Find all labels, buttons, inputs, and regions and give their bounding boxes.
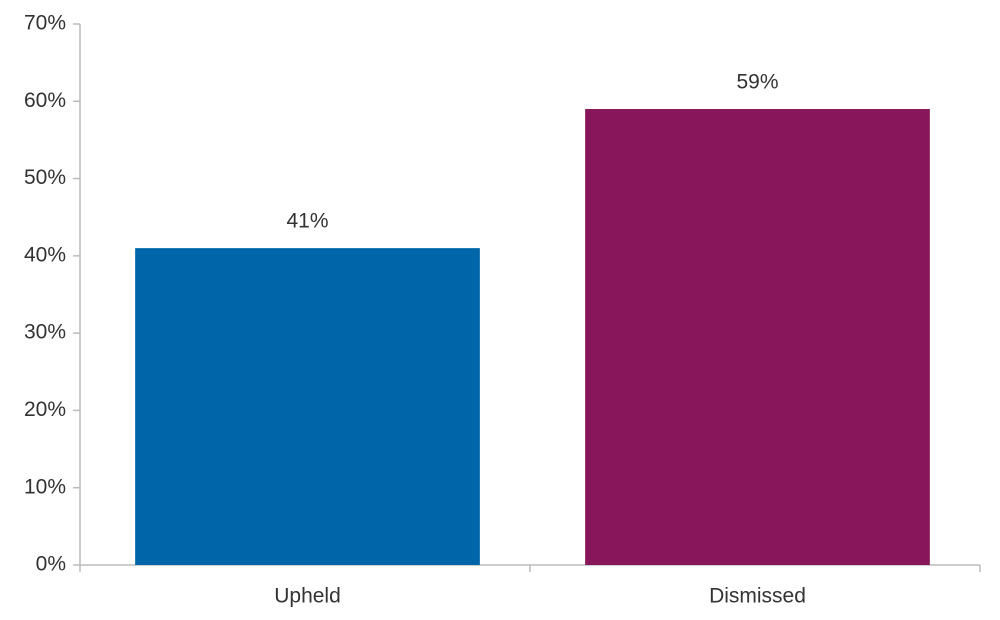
x-tick-label: Dismissed xyxy=(709,585,806,608)
y-tick-label: 60% xyxy=(24,89,66,112)
x-tick-label: Upheld xyxy=(274,585,341,608)
y-tick-label: 20% xyxy=(24,398,66,421)
y-tick-label: 40% xyxy=(24,243,66,266)
y-tick-label: 50% xyxy=(24,166,66,189)
value-label: 41% xyxy=(286,210,328,233)
value-label: 59% xyxy=(736,71,778,94)
y-tick-label: 30% xyxy=(24,321,66,344)
y-tick-label: 10% xyxy=(24,475,66,498)
y-tick-label: 70% xyxy=(24,12,66,35)
bar xyxy=(135,248,480,565)
bar xyxy=(585,109,930,565)
y-tick-label: 0% xyxy=(36,553,66,576)
